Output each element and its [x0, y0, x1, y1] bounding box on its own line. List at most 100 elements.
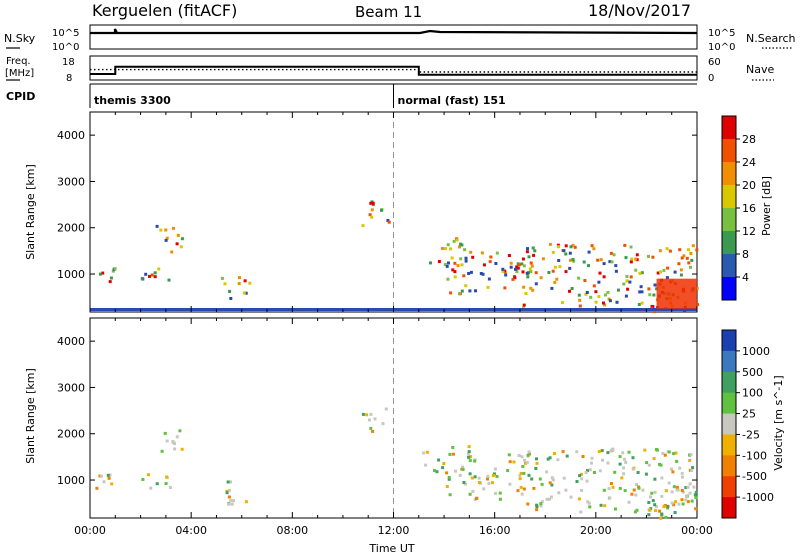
data-cell — [598, 271, 602, 275]
data-cell — [664, 489, 668, 493]
x-tick-label: 16:00 — [479, 524, 511, 537]
data-cell — [471, 489, 475, 493]
colorbar-swatch — [722, 231, 736, 255]
data-cell — [611, 485, 615, 489]
data-cell — [525, 250, 529, 254]
data-cell — [630, 492, 634, 496]
data-cell — [564, 244, 568, 248]
colorbar-swatch — [722, 497, 736, 519]
data-cell — [513, 276, 517, 280]
data-cell — [155, 482, 159, 486]
data-cell — [535, 508, 539, 512]
data-cell — [225, 491, 229, 495]
data-cell — [451, 268, 455, 272]
data-cell — [608, 496, 612, 500]
data-cell — [527, 450, 531, 454]
data-cell — [380, 208, 383, 212]
data-cell — [666, 266, 670, 270]
data-cell — [525, 271, 529, 275]
data-cell — [649, 507, 653, 511]
data-cell — [653, 503, 657, 507]
data-cell — [535, 457, 538, 461]
data-cell — [243, 279, 247, 283]
data-cell — [168, 486, 172, 489]
data-cell — [242, 291, 246, 295]
data-cell — [614, 269, 618, 273]
data-cell — [452, 239, 456, 243]
data-cell — [590, 456, 594, 460]
data-cell — [449, 247, 453, 251]
data-cell — [501, 267, 505, 271]
data-cell — [557, 259, 561, 262]
data-cell — [486, 474, 490, 478]
data-cell — [586, 469, 589, 473]
data-cell — [550, 483, 554, 487]
data-cell — [633, 510, 637, 514]
data-cell — [443, 263, 447, 266]
data-cell — [681, 475, 684, 479]
data-cell — [165, 475, 169, 479]
data-cell — [647, 463, 651, 467]
colorbar-swatch — [722, 139, 736, 163]
data-cell — [164, 482, 168, 485]
data-cell — [521, 465, 525, 468]
colorbar-tick-label: -1000 — [742, 491, 774, 504]
data-cell — [583, 279, 587, 282]
data-cell — [695, 248, 699, 252]
data-cell — [631, 467, 635, 471]
data-cell — [629, 260, 633, 264]
data-cell — [672, 485, 676, 489]
data-cells — [98, 200, 700, 314]
data-cell — [529, 261, 533, 265]
data-cell — [694, 496, 698, 500]
data-cell — [468, 472, 472, 476]
data-cell — [223, 282, 227, 286]
data-cell — [550, 476, 554, 480]
data-cell — [531, 288, 535, 292]
data-cell — [526, 273, 530, 277]
data-cell — [467, 455, 471, 459]
data-cell — [525, 460, 529, 464]
data-cell — [635, 253, 639, 257]
data-cell — [487, 277, 491, 281]
data-cell — [163, 431, 167, 435]
data-cell — [113, 267, 117, 271]
data-cell — [677, 502, 681, 506]
data-cell — [98, 272, 102, 276]
data-cell — [643, 448, 647, 452]
data-cell — [579, 510, 583, 514]
data-cell — [488, 260, 492, 264]
data-cell — [655, 448, 659, 452]
data-cell — [462, 274, 466, 278]
nsky-panel — [89, 24, 698, 50]
data-cell — [468, 492, 472, 496]
data-cell — [173, 447, 177, 451]
data-cell — [681, 502, 685, 506]
data-cell — [532, 486, 536, 490]
data-cell — [368, 213, 372, 217]
data-cell — [459, 242, 463, 246]
data-cell — [437, 458, 441, 462]
data-cell — [477, 481, 481, 484]
date-title: 18/Nov/2017 — [588, 1, 691, 20]
velocity-heatmap: 4000 3000 2000 1000 00:00 04:00 08:00 12:00 16:0… — [57, 317, 713, 537]
data-cell — [674, 451, 678, 455]
data-cell — [590, 244, 594, 248]
data-cell — [582, 260, 586, 264]
data-cell — [694, 491, 698, 494]
data-cell — [565, 454, 569, 458]
data-cell — [470, 476, 474, 480]
data-cell — [108, 473, 112, 477]
data-cell — [687, 248, 690, 252]
data-cell — [386, 219, 390, 222]
data-cell — [170, 250, 174, 254]
colorbar-swatch — [722, 208, 736, 232]
data-cell — [662, 268, 666, 272]
data-cell — [522, 285, 526, 289]
data-cell — [464, 259, 468, 263]
data-cell — [107, 476, 111, 480]
data-cell — [238, 276, 241, 280]
data-cell — [571, 258, 575, 261]
data-cell — [650, 491, 654, 495]
data-cell — [178, 429, 182, 433]
